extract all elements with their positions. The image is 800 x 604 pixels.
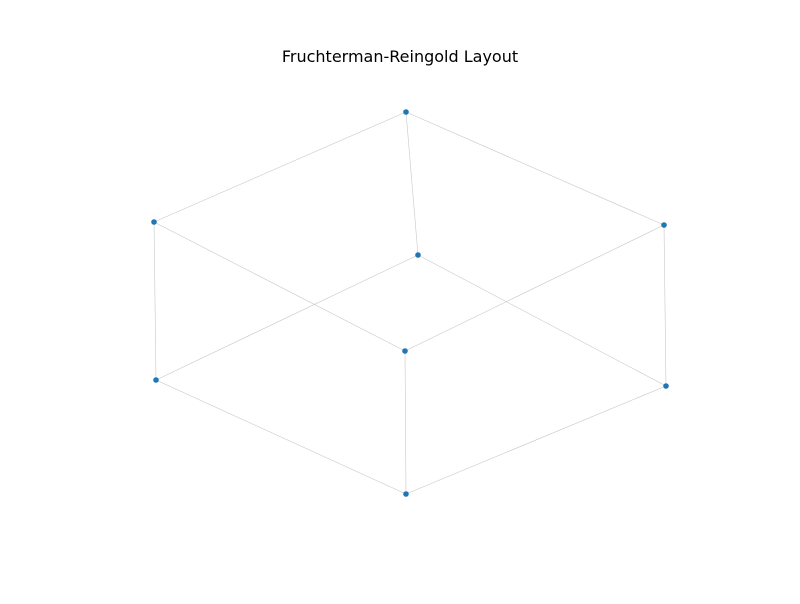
edge-top-upper-right: [405, 111, 665, 226]
node-inner-back: [415, 252, 421, 258]
edge-inner-front-bottom: [404, 350, 407, 495]
nodes-layer: [151, 109, 669, 497]
edge-upper-left-lower-left: [153, 221, 157, 381]
edge-inner-back-lower-right: [417, 254, 667, 387]
edge-top-inner-back: [405, 111, 419, 256]
edge-upper-right-lower-right: [663, 224, 667, 387]
edge-top-upper-left: [153, 111, 407, 223]
node-upper-left: [151, 219, 157, 225]
node-bottom: [403, 491, 409, 497]
node-upper-right: [661, 222, 667, 228]
node-top: [403, 109, 409, 115]
edge-upper-right-inner-front: [404, 224, 665, 352]
edge-lower-right-bottom: [405, 385, 667, 495]
edges-layer: [153, 111, 667, 495]
edge-inner-back-lower-left: [155, 254, 419, 381]
node-lower-right: [663, 383, 669, 389]
edge-lower-left-bottom: [155, 379, 407, 495]
diagram-title: Fruchterman-Reingold Layout: [281, 47, 519, 66]
edge-upper-left-inner-front: [153, 221, 406, 352]
node-inner-front: [402, 348, 408, 354]
node-lower-left: [153, 377, 159, 383]
